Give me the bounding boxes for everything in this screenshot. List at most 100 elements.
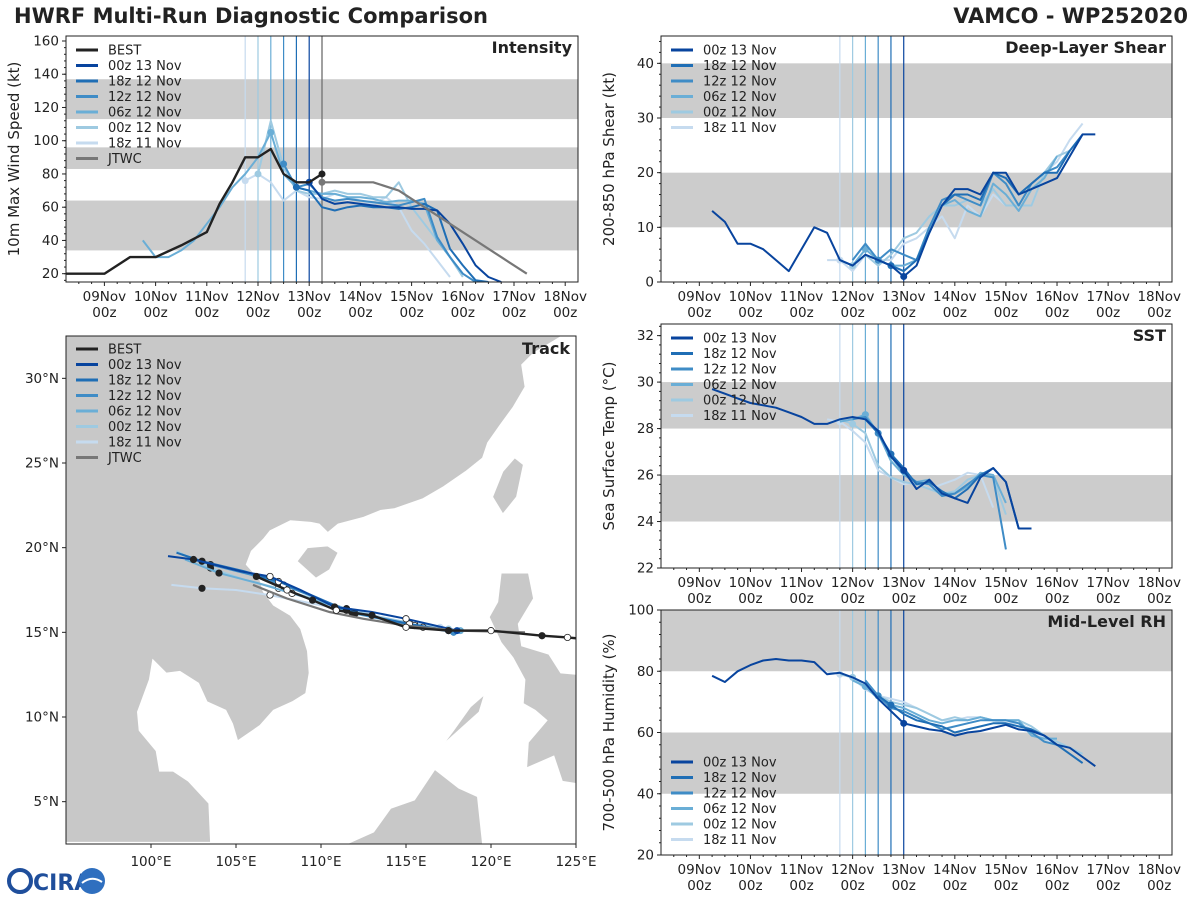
y-tick-label: 10°N [25, 710, 59, 726]
x-tick-label: 11Nov [780, 289, 824, 305]
x-tick-label: 00z [892, 878, 916, 894]
x-tick-label: 00z [1096, 878, 1120, 894]
x-tick-label: 120°E [470, 854, 511, 870]
y-tick-label: 25°N [25, 456, 59, 472]
init-marker [292, 183, 300, 191]
x-tick-label: 18Nov [1137, 289, 1181, 305]
legend-label: 18z 11 Nov [108, 436, 182, 451]
x-tick-label: 17Nov [1086, 862, 1130, 878]
legend-label: 00z 12 Nov [703, 106, 777, 121]
x-tick-label: 18Nov [543, 289, 587, 305]
x-tick-label: 125°E [555, 854, 596, 870]
y-tick-label: 40 [42, 233, 59, 249]
plot-area [711, 122, 1096, 281]
y-tick-label: 15°N [25, 625, 59, 641]
legend-label: 18z 12 Nov [703, 59, 777, 74]
y-tick-label: 140 [33, 67, 59, 83]
best-track-point [308, 596, 317, 604]
legend-label: 00z 13 Nov [703, 332, 777, 347]
x-tick-label: 00z [1147, 305, 1171, 321]
x-tick-label: 14Nov [933, 575, 977, 591]
x-tick-label: 00z [994, 591, 1018, 607]
legend-label: 00z 12 Nov [703, 394, 777, 409]
legend-label: 18z 12 Nov [703, 347, 777, 362]
track-point [402, 615, 410, 623]
legend-label: BEST [108, 343, 141, 358]
y-tick-label: 24 [637, 514, 654, 530]
x-tick-label: 14Nov [933, 289, 977, 305]
plot-area [711, 388, 1032, 550]
x-tick-label: 13Nov [882, 289, 926, 305]
panel-title: Intensity [492, 38, 573, 57]
intensity-band [661, 610, 1172, 672]
x-tick-label: 00z [143, 305, 167, 321]
y-tick-label: 10 [637, 220, 654, 236]
init-marker [241, 177, 249, 185]
x-tick-label: 00z [195, 305, 219, 321]
x-tick-label: 00z [840, 591, 864, 607]
legend-label: 18z 12 Nov [703, 771, 777, 786]
legend-label: 00z 12 Nov [108, 121, 182, 136]
panel-title: Mid-Level RH [1047, 612, 1166, 631]
x-tick-label: 15Nov [984, 575, 1028, 591]
legend-label: BEST [108, 44, 141, 59]
x-tick-label: 00z [840, 305, 864, 321]
legend-label: 12z 12 Nov [703, 75, 777, 90]
cira-logo-icon: CIRA [7, 868, 105, 896]
series-line [877, 133, 1084, 273]
x-tick-label: 15Nov [390, 289, 434, 305]
init-marker [254, 170, 262, 178]
y-tick-label: 26 [637, 468, 654, 484]
x-tick-label: 09Nov [678, 862, 722, 878]
x-tick-label: 115°E [385, 854, 426, 870]
panel-title: SST [1133, 326, 1166, 345]
legend-label: JTWC [107, 152, 142, 167]
init-marker [267, 128, 275, 136]
jtwc-line [322, 181, 528, 275]
y-tick-label: 80 [42, 166, 59, 182]
x-tick-label: 00z [92, 305, 116, 321]
init-marker [280, 160, 288, 168]
y-tick-label: 5°N [34, 794, 59, 810]
land [66, 336, 576, 844]
y-tick-label: 22 [637, 561, 654, 577]
best-track-point [332, 606, 340, 614]
legend-label: 06z 12 Nov [703, 90, 777, 105]
legend-label: 18z 11 Nov [703, 121, 777, 136]
best-track-point [487, 627, 495, 635]
legend-label: 18z 11 Nov [703, 409, 777, 424]
panel-sst: 22242628303209Nov00z10Nov00z11Nov00z12No… [600, 323, 1181, 607]
x-tick-label: 16Nov [1035, 575, 1079, 591]
track-line [167, 555, 458, 632]
legend-label: 12z 12 Nov [108, 389, 182, 404]
legend-label: 12z 12 Nov [703, 363, 777, 378]
x-tick-label: 00z [687, 591, 711, 607]
y-axis-label: 200-850 hPa Shear (kt) [600, 72, 618, 246]
series-line [308, 181, 502, 282]
x-tick-label: 00z [399, 305, 423, 321]
x-tick-label: 100°E [130, 854, 171, 870]
y-tick-label: 80 [637, 664, 654, 680]
panel-title: Track [522, 339, 570, 358]
legend-label: 12z 12 Nov [703, 787, 777, 802]
y-tick-label: 30 [637, 375, 654, 391]
x-tick-label: 00z [994, 305, 1018, 321]
x-tick-label: 00z [943, 591, 967, 607]
init-marker [887, 701, 895, 709]
x-tick-label: 17Nov [492, 289, 536, 305]
x-tick-label: 00z [1096, 591, 1120, 607]
storm-title: VAMCO - WP252020 [953, 4, 1188, 28]
panel-rh: 2040608010009Nov00z10Nov00z11Nov00z12Nov… [600, 603, 1181, 895]
y-tick-label: 40 [637, 786, 654, 802]
legend-label: JTWC [107, 451, 142, 466]
x-tick-label: 00z [943, 305, 967, 321]
mainland [66, 336, 563, 843]
x-tick-label: 16Nov [1035, 862, 1079, 878]
legend-label: 00z 12 Nov [703, 818, 777, 833]
panel-intensity: 2040608010012014016009Nov00z10Nov00z11No… [5, 33, 587, 321]
x-tick-label: 00z [738, 878, 762, 894]
x-tick-label: 00z [348, 305, 372, 321]
panel-track: 100°E 105°E 110°E 115°E 120°E 125°E 5°N 10°N 15°… [25, 335, 597, 870]
